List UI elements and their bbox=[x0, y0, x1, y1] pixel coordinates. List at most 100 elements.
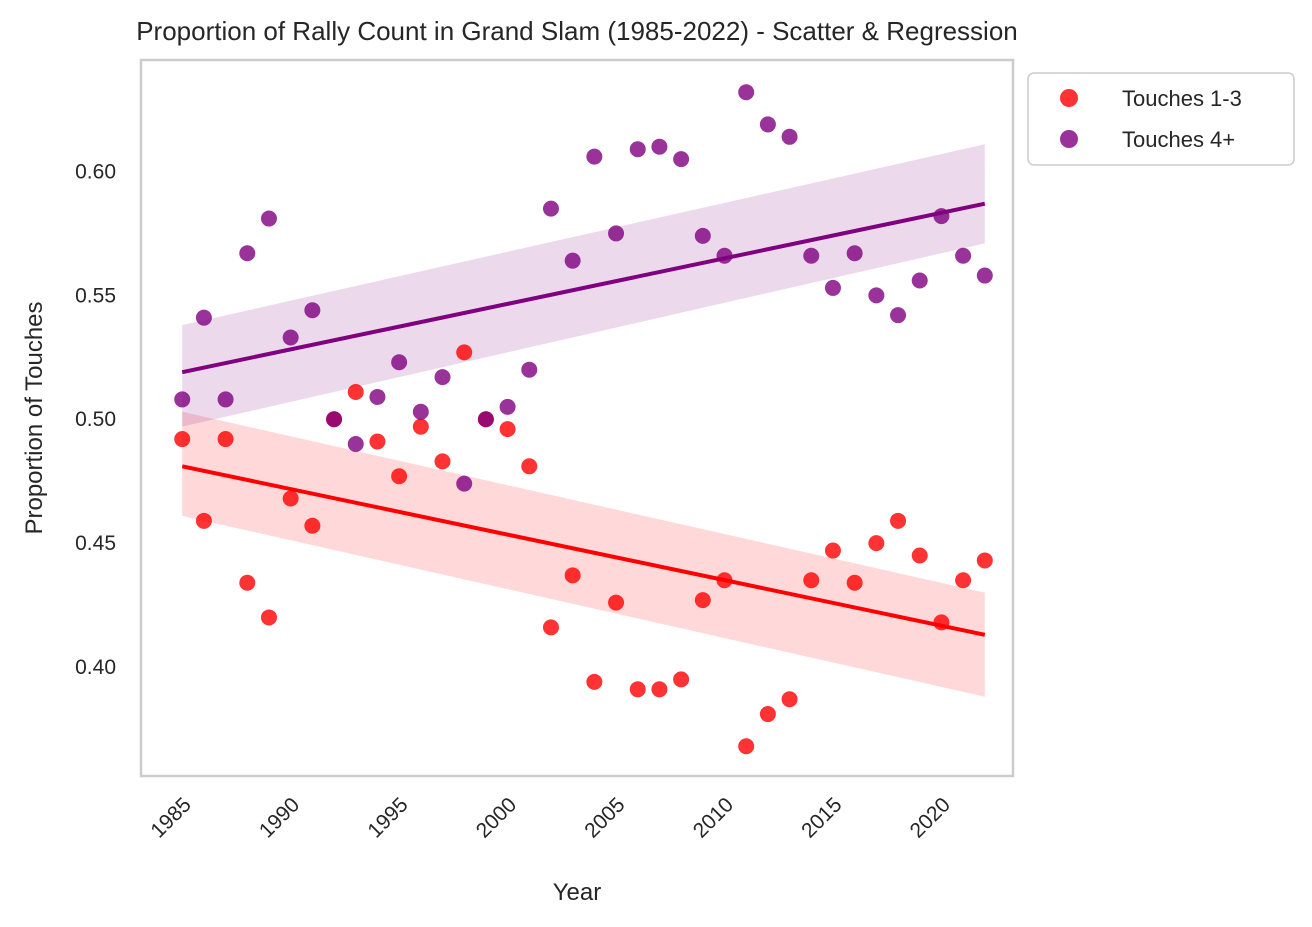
regression-line-1 bbox=[181, 201, 986, 375]
data-point bbox=[846, 574, 863, 591]
x-tick-label: 2015 bbox=[797, 793, 846, 842]
data-point bbox=[673, 671, 690, 688]
data-point bbox=[694, 227, 711, 244]
data-point bbox=[586, 148, 603, 165]
data-point bbox=[976, 267, 993, 284]
data-point bbox=[911, 547, 928, 564]
data-point bbox=[890, 307, 907, 324]
data-point bbox=[434, 369, 451, 386]
data-point bbox=[260, 210, 277, 227]
legend-marker-touches-1-3 bbox=[1060, 89, 1078, 107]
x-tick-label: 2000 bbox=[472, 793, 521, 842]
data-point bbox=[738, 738, 755, 755]
data-point bbox=[673, 151, 690, 168]
data-point bbox=[347, 383, 364, 400]
data-point bbox=[803, 572, 820, 589]
x-tick-label: 2020 bbox=[906, 793, 955, 842]
data-point bbox=[759, 706, 776, 723]
y-axis-ticks: 0.40 0.45 0.50 0.55 0.60 bbox=[75, 160, 116, 679]
data-point bbox=[651, 681, 668, 698]
x-tick-label: 1990 bbox=[255, 793, 304, 842]
data-point bbox=[629, 141, 646, 158]
data-point bbox=[282, 490, 299, 507]
x-axis-ticks: 1985 1990 1995 2000 2005 2010 2015 2020 bbox=[146, 793, 955, 842]
y-tick-label: 0.55 bbox=[75, 284, 116, 307]
data-point bbox=[304, 517, 321, 534]
data-point bbox=[521, 361, 538, 378]
data-point bbox=[564, 567, 581, 584]
data-point bbox=[890, 512, 907, 529]
data-point bbox=[412, 418, 429, 435]
y-tick-label: 0.45 bbox=[75, 532, 116, 555]
scatter-points bbox=[174, 84, 993, 755]
data-point bbox=[456, 344, 473, 361]
legend-label-touches-1-3: Touches 1-3 bbox=[1122, 86, 1242, 111]
chart-title: Proportion of Rally Count in Grand Slam … bbox=[136, 16, 1018, 46]
regression-lines bbox=[181, 201, 986, 637]
y-axis-label: Proportion of Touches bbox=[21, 301, 48, 534]
y-tick-label: 0.40 bbox=[75, 656, 116, 679]
plot-frame bbox=[139, 58, 1015, 778]
data-point bbox=[651, 138, 668, 155]
data-point bbox=[738, 84, 755, 101]
data-point bbox=[174, 391, 191, 408]
regression-line-0 bbox=[181, 464, 986, 637]
data-point bbox=[564, 252, 581, 269]
data-point bbox=[781, 128, 798, 145]
y-tick-label: 0.50 bbox=[75, 408, 116, 431]
data-point bbox=[716, 572, 733, 589]
data-point bbox=[217, 391, 234, 408]
data-point bbox=[608, 225, 625, 242]
data-point bbox=[781, 691, 798, 708]
data-point bbox=[759, 116, 776, 133]
x-axis-label: Year bbox=[553, 879, 602, 906]
data-point bbox=[239, 574, 256, 591]
legend: Touches 1-3 Touches 4+ bbox=[1027, 72, 1295, 166]
data-point bbox=[608, 594, 625, 611]
data-point bbox=[955, 247, 972, 264]
y-tick-label: 0.60 bbox=[75, 160, 116, 183]
data-point bbox=[911, 272, 928, 289]
legend-label-touches-4plus: Touches 4+ bbox=[1122, 127, 1235, 152]
data-point bbox=[521, 458, 538, 475]
data-point bbox=[260, 609, 277, 626]
data-point bbox=[933, 614, 950, 631]
data-point bbox=[391, 354, 408, 371]
legend-marker-touches-4plus bbox=[1060, 130, 1078, 148]
data-point bbox=[195, 512, 212, 529]
x-tick-label: 1985 bbox=[146, 793, 195, 842]
data-point bbox=[629, 681, 646, 698]
data-point bbox=[412, 403, 429, 420]
x-tick-label: 2005 bbox=[580, 793, 629, 842]
ci-band-1 bbox=[182, 144, 985, 427]
data-point bbox=[803, 247, 820, 264]
data-point bbox=[217, 431, 234, 448]
data-point bbox=[694, 592, 711, 609]
data-point bbox=[824, 542, 841, 559]
data-point bbox=[542, 619, 559, 636]
data-point bbox=[499, 421, 516, 438]
data-point bbox=[955, 572, 972, 589]
legend-frame bbox=[1027, 72, 1295, 166]
data-point bbox=[369, 433, 386, 450]
data-point bbox=[326, 411, 343, 428]
data-point bbox=[282, 329, 299, 346]
data-point bbox=[868, 287, 885, 304]
data-point bbox=[239, 245, 256, 262]
data-point bbox=[477, 411, 494, 428]
data-point bbox=[846, 245, 863, 262]
data-point bbox=[456, 475, 473, 492]
data-point bbox=[976, 552, 993, 569]
data-point bbox=[868, 535, 885, 552]
data-point bbox=[369, 388, 386, 405]
x-tick-label: 2010 bbox=[689, 793, 738, 842]
data-point bbox=[824, 279, 841, 296]
ci-band-0 bbox=[182, 411, 985, 697]
data-point bbox=[347, 436, 364, 453]
data-point bbox=[174, 431, 191, 448]
data-point bbox=[434, 453, 451, 470]
data-point bbox=[195, 309, 212, 326]
data-point bbox=[933, 208, 950, 225]
data-point bbox=[586, 673, 603, 690]
